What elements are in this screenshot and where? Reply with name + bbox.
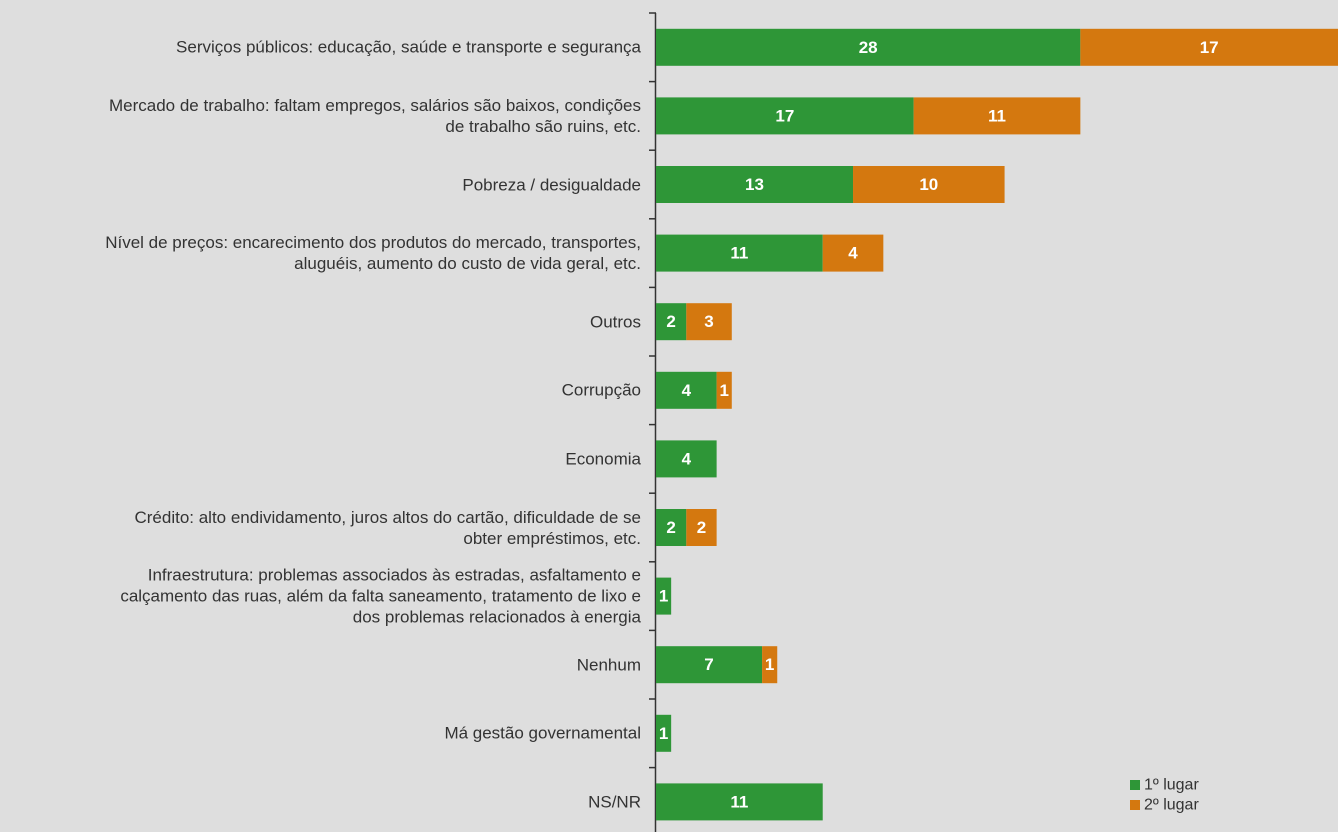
bar-segment: [686, 303, 732, 341]
value-label: 2: [666, 518, 675, 537]
value-label: 2: [666, 312, 675, 331]
bar-segment: [656, 97, 914, 135]
bar-segment: [913, 97, 1081, 135]
value-label: 1: [765, 655, 774, 674]
category-label: NS/NR: [588, 792, 641, 812]
legend-label: 2º lugar: [1144, 797, 1199, 814]
legend-swatch: [1130, 780, 1140, 790]
value-label: 11: [730, 792, 748, 811]
legend-label: 1º lugar: [1144, 777, 1199, 794]
value-label: 1: [719, 381, 728, 400]
bar-segment: [656, 371, 717, 409]
category-label: Crédito: alto endividamento, juros altos…: [134, 507, 641, 548]
bar-segment: [656, 714, 672, 752]
category-label: Pobreza / desigualdade: [462, 175, 641, 194]
category-label: Nível de preços: encarecimento dos produ…: [105, 233, 641, 274]
category-label: Má gestão governamental: [444, 723, 641, 743]
value-label: 17: [1200, 38, 1219, 57]
value-label: 17: [775, 106, 794, 125]
value-label: 1: [659, 587, 668, 606]
bar-segment: [656, 234, 823, 272]
category-label: Mercado de trabalho: faltam empregos, sa…: [108, 95, 641, 136]
bar-segment: [762, 646, 778, 684]
bar-segment: [656, 577, 672, 615]
legend-swatch: [1130, 800, 1140, 810]
value-label: 10: [919, 175, 938, 194]
bar-segment: [656, 509, 687, 546]
value-label: 4: [848, 244, 858, 263]
bar-segment: [686, 509, 717, 546]
category-label: Corrupção: [561, 380, 641, 400]
bar-segment: [716, 371, 732, 409]
value-label: 2: [697, 518, 706, 537]
category-label: Nenhum: [576, 655, 641, 675]
bar-segment: [1080, 28, 1338, 66]
value-label: 13: [745, 175, 764, 194]
value-label: 11: [730, 244, 748, 263]
value-label: 28: [859, 38, 878, 57]
bar-segment: [656, 28, 1081, 66]
bar-segment: [822, 234, 884, 272]
category-label: Serviços públicos: educação, saúde e tra…: [176, 37, 641, 57]
value-label: 1: [659, 724, 668, 743]
bar-segment: [853, 166, 1005, 203]
bar-segment: [656, 303, 687, 341]
value-label: 11: [988, 106, 1006, 125]
bar-segment: [656, 646, 763, 684]
value-label: 4: [682, 381, 692, 400]
category-label: Infraestrutura: problemas associados às …: [120, 565, 641, 627]
category-label: Economia: [565, 449, 641, 469]
value-label: 4: [682, 449, 692, 468]
value-label: 3: [704, 312, 713, 331]
bar-segment: [656, 783, 823, 821]
bar-segment: [656, 166, 854, 203]
bar-segment: [656, 440, 717, 478]
category-label: Outros: [589, 312, 641, 332]
value-label: 7: [704, 655, 713, 674]
